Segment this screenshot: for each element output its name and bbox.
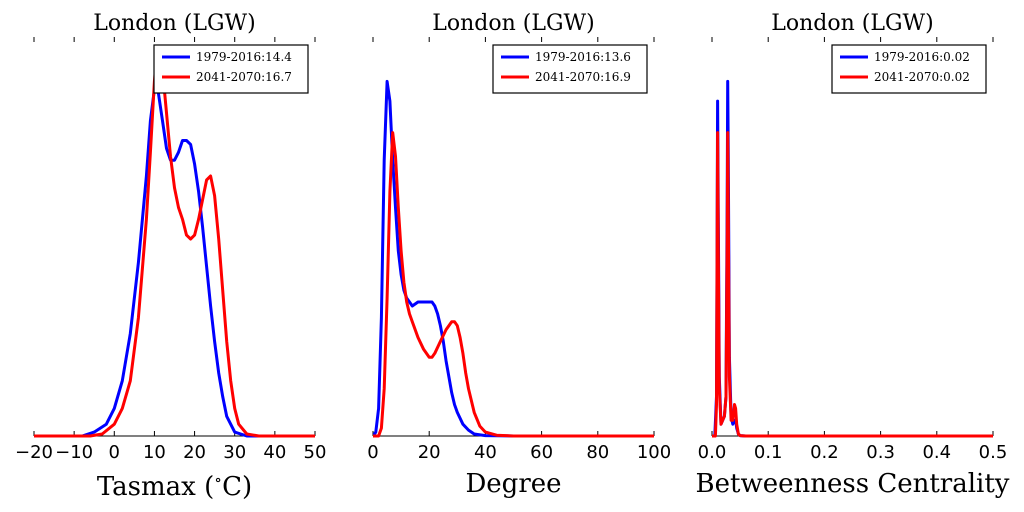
x-tick-label: 80 xyxy=(586,442,609,463)
series-line-2041-2070 xyxy=(373,131,654,438)
x-tick-label: −20 xyxy=(15,442,53,463)
legend: 1979-2016:14.4 2041-2070:16.7 xyxy=(153,44,309,94)
chart-panel-2: 0 20 40 60 80 100 London (LGW) Degree 1979-2016:… xyxy=(367,11,671,499)
legend-label: 1979-2016:14.4 xyxy=(196,50,292,64)
legend-label: 2041-2070:16.9 xyxy=(535,70,631,84)
chart-panel-1: −20 −10 0 10 20 30 40 50 London (LGW) Tasmax (∘C)… xyxy=(15,11,326,502)
x-tick-label: 60 xyxy=(530,442,553,463)
x-tick-label: 0.3 xyxy=(866,442,895,463)
chart-title: London (LGW) xyxy=(432,11,594,36)
x-tick-label: 100 xyxy=(637,442,671,463)
legend-label: 1979-2016:0.02 xyxy=(874,50,970,64)
x-tick-label: 10 xyxy=(143,442,166,463)
legend-label: 1979-2016:13.6 xyxy=(535,50,631,64)
x-tick-label: −10 xyxy=(55,442,93,463)
series-line-1979-2016 xyxy=(373,79,654,438)
chart-title: London (LGW) xyxy=(771,11,933,36)
legend-label: 2041-2070:0.02 xyxy=(874,70,970,84)
degree-symbol: ∘ xyxy=(214,470,222,489)
x-axis-label-unit: C) xyxy=(222,472,252,502)
series-line-2041-2070 xyxy=(712,131,993,438)
x-tick-label: 40 xyxy=(263,442,286,463)
x-tick-label: 20 xyxy=(183,442,206,463)
x-tick-label: 0.1 xyxy=(754,442,783,463)
x-tick-label: 0.0 xyxy=(698,442,727,463)
legend: 1979-2016:13.6 2041-2070:16.9 xyxy=(492,44,648,94)
x-tick-label: 30 xyxy=(223,442,246,463)
x-tick-label: 20 xyxy=(418,442,441,463)
x-axis-label: Degree xyxy=(465,469,561,499)
x-tick-label: 0.4 xyxy=(922,442,951,463)
legend-box xyxy=(492,44,648,94)
x-axis-label: Tasmax (∘C) xyxy=(97,470,252,502)
series-line-2041-2070 xyxy=(34,48,315,438)
x-axis-label: Betweenness Centrality xyxy=(696,469,1010,499)
legend-label: 2041-2070:16.7 xyxy=(196,70,292,84)
x-tick-label: 0.5 xyxy=(979,442,1008,463)
x-tick-label: 0 xyxy=(109,442,120,463)
series-line-1979-2016 xyxy=(712,79,993,438)
series-line-1979-2016 xyxy=(34,87,315,438)
x-axis-label-main: Tasmax ( xyxy=(97,472,214,502)
legend: 1979-2016:0.02 2041-2070:0.02 xyxy=(831,44,987,94)
legend-box xyxy=(153,44,309,94)
chart-title: London (LGW) xyxy=(93,11,255,36)
legend-box xyxy=(831,44,987,94)
x-tick-label: 50 xyxy=(304,442,327,463)
chart-panel-3: 0.0 0.1 0.2 0.3 0.4 0.5 London (LGW) Betweennes… xyxy=(696,11,1010,499)
x-tick-label: 40 xyxy=(474,442,497,463)
x-tick-label: 0 xyxy=(367,442,378,463)
x-tick-label: 0.2 xyxy=(810,442,839,463)
